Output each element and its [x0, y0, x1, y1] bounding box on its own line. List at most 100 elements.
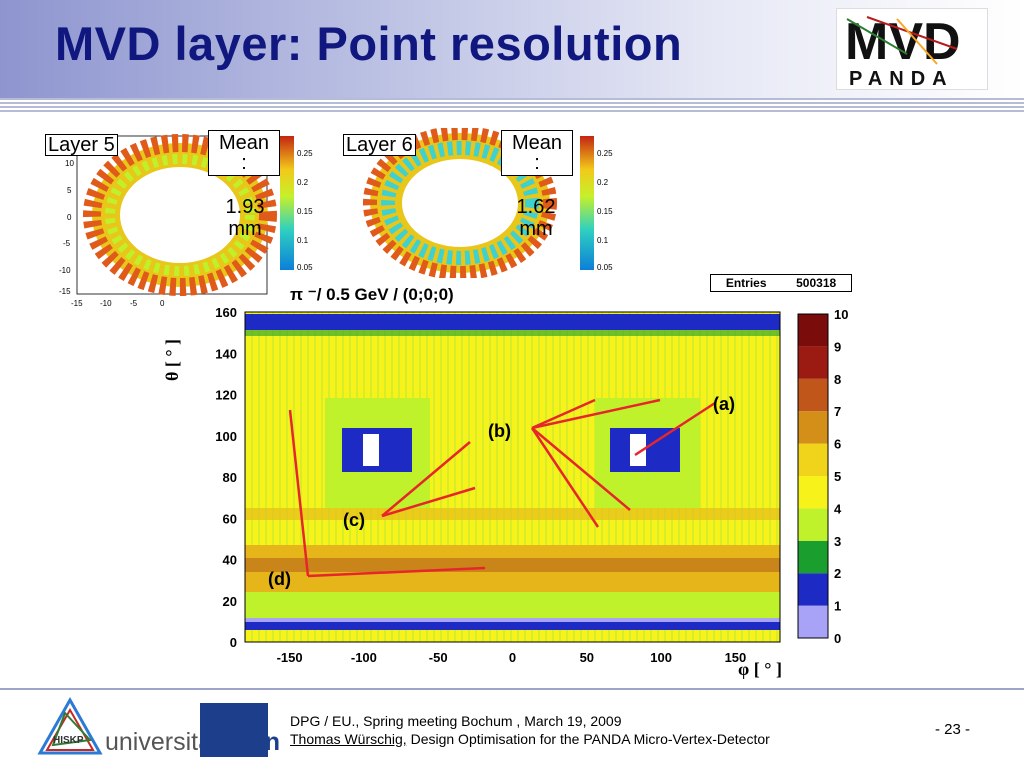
z-tick-label: 2: [834, 566, 841, 581]
heatmap-color-scale: [797, 313, 829, 639]
layer6-mean-label: Mean: [511, 132, 563, 154]
layer6-map: 0.25 0.2 0.15 0.1 0.05: [363, 128, 613, 278]
svg-text:0.05: 0.05: [597, 263, 613, 272]
entries-value: 500318: [796, 276, 837, 290]
x-tick-label: 100: [650, 650, 672, 665]
x-tick-label: 0: [509, 650, 516, 665]
layer6-mean-value: 1.62 mm: [516, 196, 556, 240]
svg-text:HISKP: HISKP: [53, 735, 84, 746]
z-tick-label: 8: [834, 372, 841, 387]
logo-mvd-text: MVD: [845, 13, 961, 71]
heatmap-y-ticks: 0 20 40 60 80 100 120 140 160: [215, 305, 237, 650]
svg-text:-10: -10: [100, 299, 112, 308]
z-tick-label: 5: [834, 469, 841, 484]
svg-text:0.05: 0.05: [297, 263, 313, 272]
layer5-z-ticks: 0.25 0.2 0.15 0.1 0.05: [297, 149, 313, 272]
color-scale-bin: [798, 508, 828, 541]
color-scale-bin: [798, 573, 828, 606]
svg-text:0.25: 0.25: [297, 149, 313, 158]
x-tick-label: -150: [277, 650, 303, 665]
x-tick-label: 50: [580, 650, 594, 665]
z-tick-label: 7: [834, 404, 841, 419]
svg-text:0: 0: [67, 213, 72, 222]
svg-text:-10: -10: [59, 266, 71, 275]
annotation-d: (d): [268, 569, 291, 589]
footer-author: Thomas Würschig,: [290, 731, 407, 747]
x-tick-label: -100: [351, 650, 377, 665]
z-tick-label: 0: [834, 631, 841, 646]
arrow-c2: [381, 486, 476, 518]
arrow-b-a3: [531, 427, 631, 511]
y-tick-label: 140: [215, 346, 237, 361]
x-tick-label: 150: [725, 650, 747, 665]
arrow-a: [634, 401, 716, 457]
z-tick-label: 1: [834, 599, 841, 614]
arrow-b-a1: [531, 398, 661, 430]
svg-text:0.1: 0.1: [597, 236, 609, 245]
layer5-map: 10 5 0 -5 -10 -15 -15 -10 -5 0 0.25 0.2 …: [59, 134, 313, 308]
x-tick-label: -50: [429, 650, 448, 665]
layer6-mean-colon: :: [534, 152, 540, 174]
svg-text:0.1: 0.1: [297, 236, 309, 245]
annotation-b: (b): [488, 421, 511, 441]
hiskp-logo: HISKP: [37, 696, 103, 755]
layer6-mean-box: Mean :: [501, 130, 573, 176]
color-scale-frame: [797, 313, 829, 639]
color-scale-bin: [798, 411, 828, 444]
layer6-label: Layer 6: [343, 134, 416, 156]
layer6-z-ticks: 0.25 0.2 0.15 0.1 0.05: [597, 149, 613, 272]
color-scale-bin: [798, 346, 828, 379]
logo-panda-text: PANDA: [849, 68, 954, 89]
y-tick-label: 0: [230, 635, 237, 650]
annotation-a: (a): [713, 394, 735, 414]
z-tick-label: 6: [834, 437, 841, 452]
svg-text:0.2: 0.2: [297, 178, 309, 187]
layer5-mean-label: Mean: [218, 132, 270, 154]
heatmap-ylabel: θ [ ° ]: [162, 339, 182, 381]
layer5-x-ticks: -15 -10 -5 0: [71, 299, 165, 308]
color-scale-bin: [798, 476, 828, 509]
color-scale-bin: [798, 605, 828, 638]
footer-line1: DPG / EU., Spring meeting Bochum , March…: [290, 713, 622, 729]
svg-text:10: 10: [65, 159, 74, 168]
heatmap-plot-area: [244, 311, 781, 643]
svg-text:0: 0: [160, 299, 165, 308]
arrow-c1: [381, 441, 471, 517]
y-tick-label: 20: [223, 594, 237, 609]
y-tick-label: 100: [215, 429, 237, 444]
layer5-mean-colon: :: [241, 152, 247, 174]
svg-text:-5: -5: [63, 239, 71, 248]
svg-text:0.15: 0.15: [597, 207, 613, 216]
entries-box: Entries 500318: [710, 274, 852, 292]
entries-label: Entries: [725, 276, 767, 290]
svg-text:0.15: 0.15: [297, 207, 313, 216]
z-tick-label: 9: [834, 339, 841, 354]
footer-citation: DPG / EU., Spring meeting Bochum , March…: [290, 712, 770, 748]
z-tick-label: 10: [834, 307, 848, 322]
arrow-b-a2: [531, 398, 596, 430]
svg-text:5: 5: [67, 186, 72, 195]
arrow-d2: [307, 566, 486, 578]
color-scale-bin: [798, 314, 828, 347]
annotation-arrows: [288, 398, 716, 578]
svg-text:-15: -15: [59, 287, 71, 296]
footer-divider: [0, 688, 1024, 690]
annotation-c: (c): [343, 510, 365, 530]
slide-title: MVD layer: Point resolution: [55, 17, 683, 70]
layer5-mean-value: 1.93 mm: [225, 196, 265, 240]
mvd-panda-logo: MVD PANDA: [836, 8, 988, 90]
color-scale-bin: [798, 378, 828, 412]
z-tick-label: 3: [834, 534, 841, 549]
z-tick-label: 4: [834, 501, 842, 516]
layer5-y-ticks: 10 5 0 -5 -10 -15: [59, 159, 74, 296]
title-divider: [0, 98, 1024, 120]
histogram-title: π ⁻/ 0.5 GeV / (0;0;0): [290, 285, 454, 304]
svg-text:-15: -15: [71, 299, 83, 308]
color-scale-bin: [798, 443, 828, 476]
page-number: - 23 -: [935, 721, 971, 738]
y-tick-label: 40: [223, 553, 237, 568]
layer5-mean-box: Mean :: [208, 130, 280, 176]
y-tick-label: 80: [223, 470, 237, 485]
y-tick-label: 120: [215, 388, 237, 403]
